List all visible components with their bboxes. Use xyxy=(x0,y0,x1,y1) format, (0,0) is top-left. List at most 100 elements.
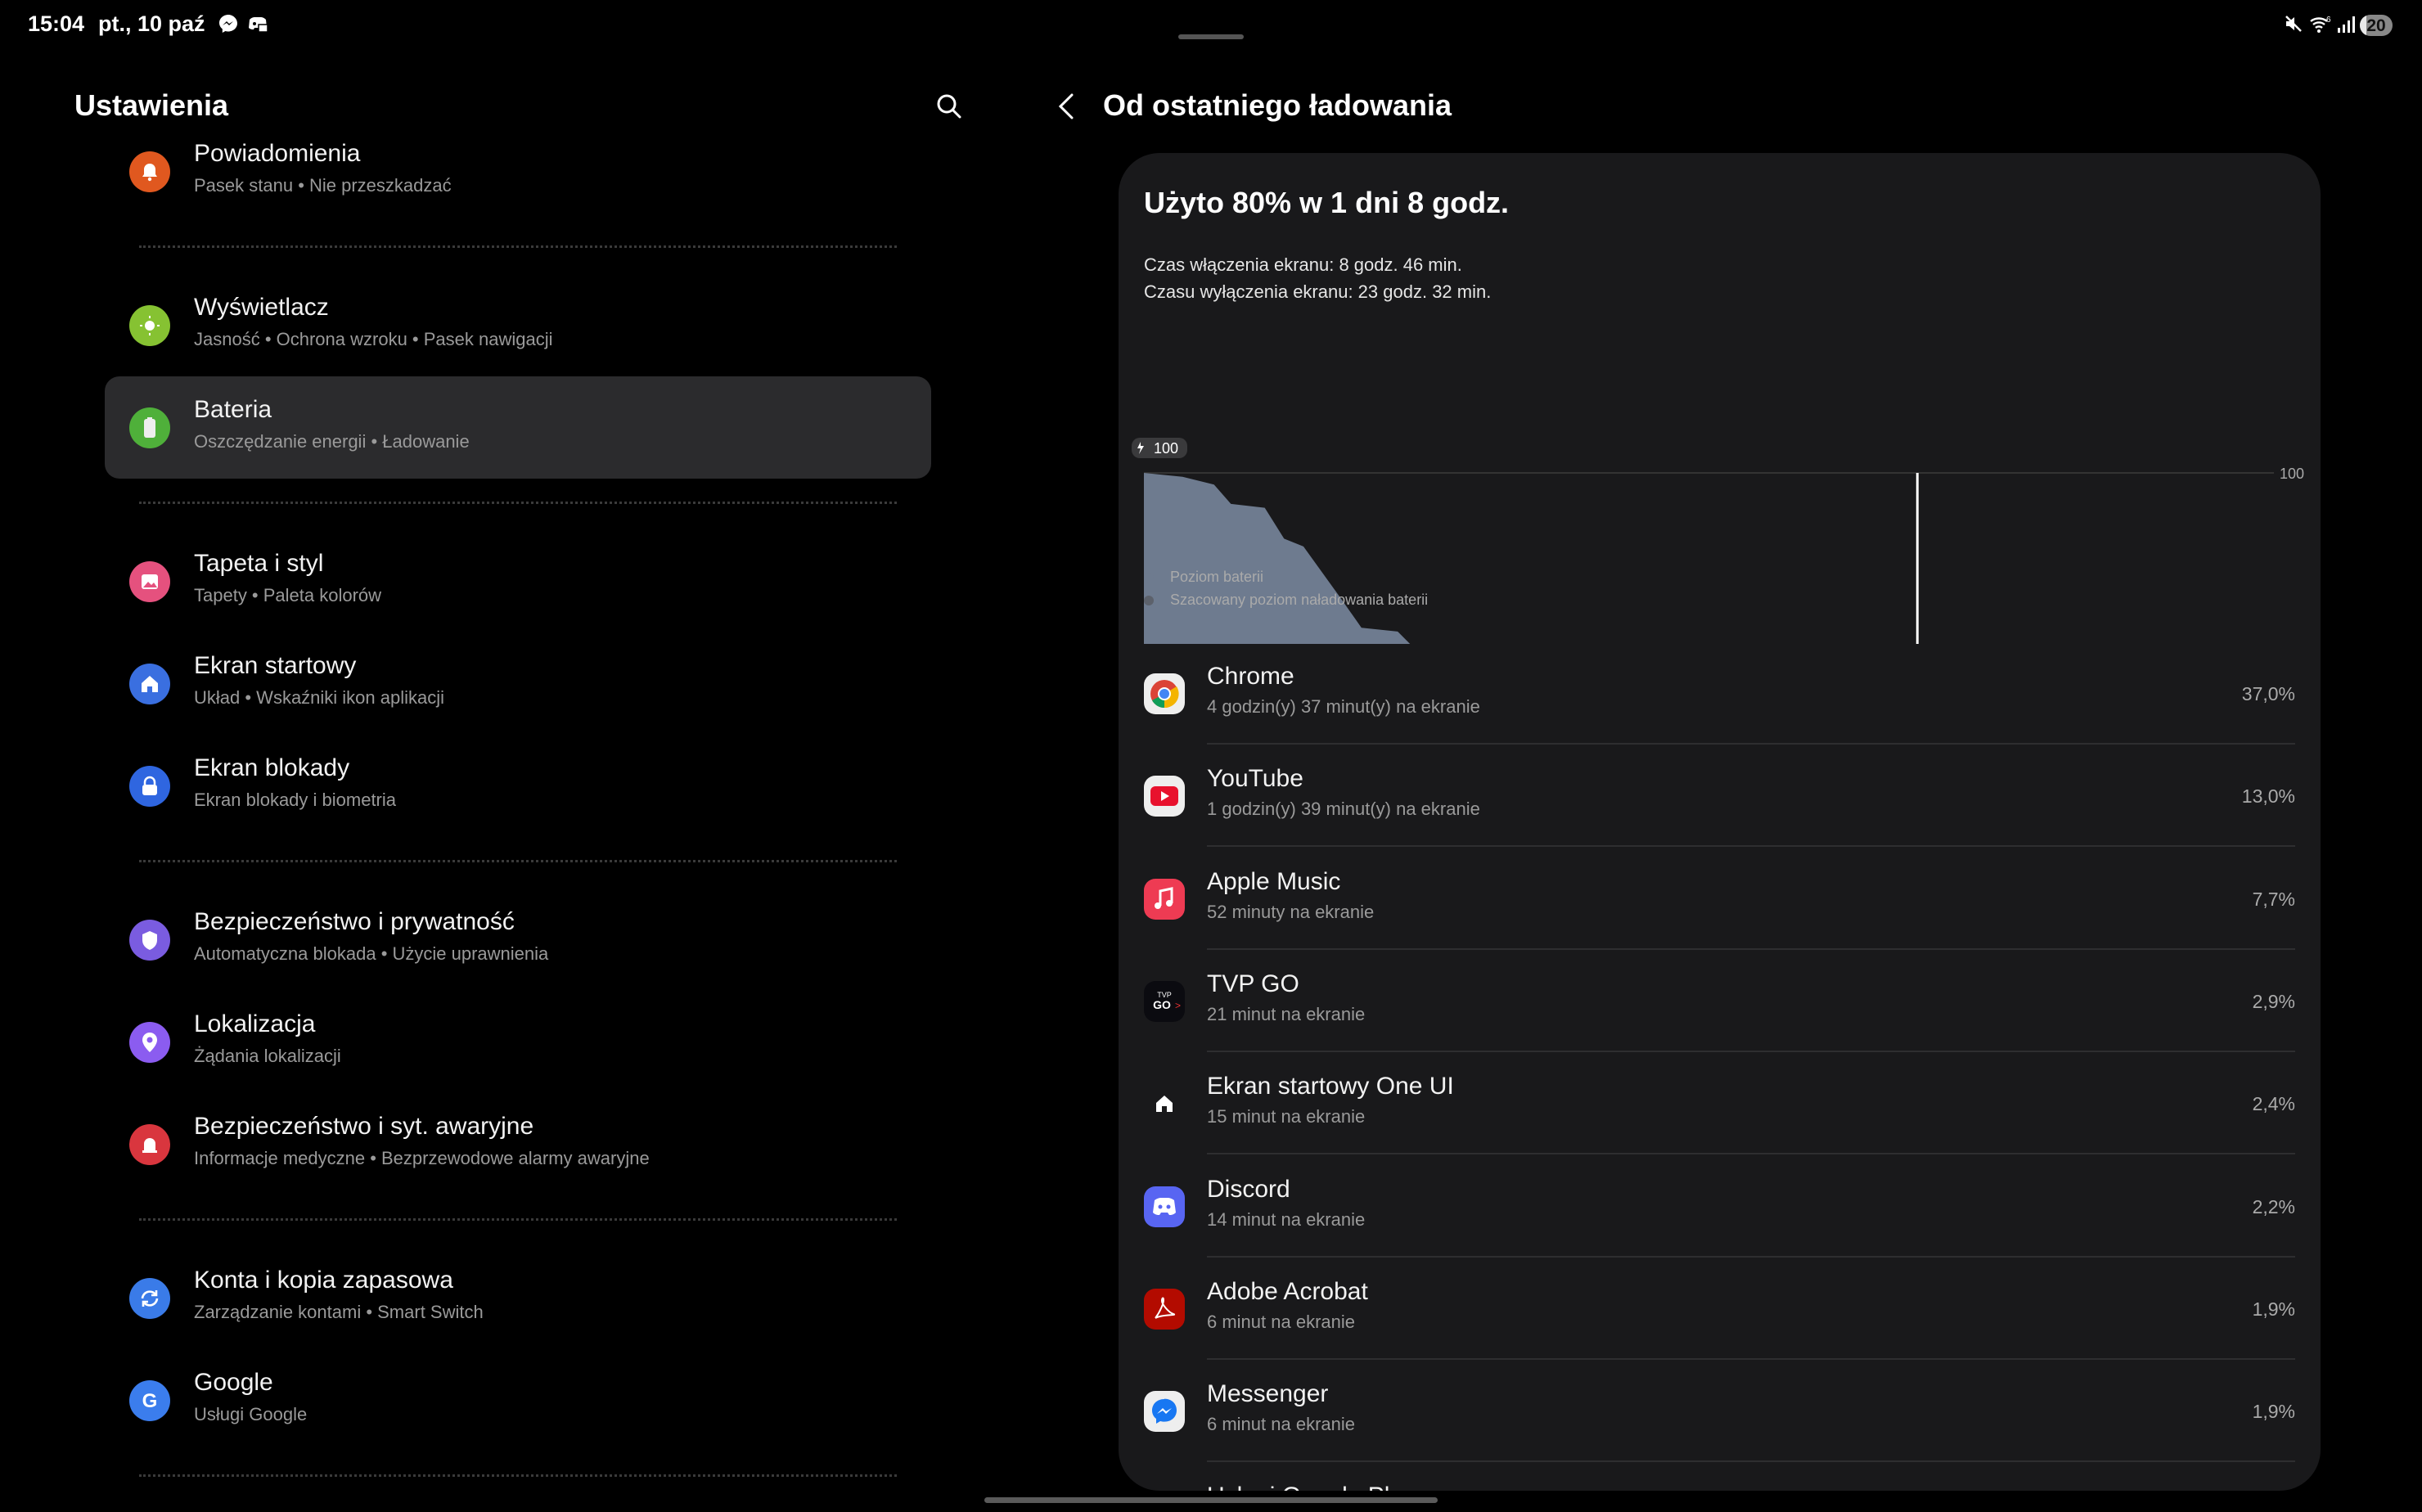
legend-label: Poziom baterii xyxy=(1170,569,1264,585)
discord-icon xyxy=(249,17,268,33)
app-usage-row[interactable]: TVP GO > TVP GO 21 minut na ekranie 2,9% xyxy=(1119,950,2321,1052)
pin-icon xyxy=(129,1022,170,1063)
group-divider xyxy=(105,479,931,530)
app-usage-row[interactable]: Apple Music 52 minuty na ekranie 7,7% xyxy=(1119,848,2321,950)
svg-text:G: G xyxy=(142,1390,158,1412)
mute-icon xyxy=(2285,16,2302,32)
settings-item-title: Google xyxy=(194,1369,273,1396)
settings-item-lock[interactable]: Ekran blokady Ekran blokady i biometria xyxy=(105,735,931,837)
app-screen-time: 6 minut na ekranie xyxy=(1207,1311,1355,1332)
settings-list[interactable]: Powiadomienia Pasek stanu • Nie przeszka… xyxy=(105,143,931,1512)
app-name: Chrome xyxy=(1207,663,1294,690)
group-divider xyxy=(105,223,931,274)
app-usage-row[interactable]: Chrome 4 godzin(y) 37 minut(y) na ekrani… xyxy=(1119,642,2321,745)
discord-icon xyxy=(1144,1186,1185,1227)
legend-battery-level: Poziom baterii xyxy=(1144,569,1263,586)
row-divider xyxy=(1207,1255,2295,1258)
battery-icon xyxy=(129,407,170,448)
battery-percent: 20 xyxy=(2366,16,2386,35)
screen-on-time: Czas włączenia ekranu: 8 godz. 46 min. xyxy=(1144,254,1462,275)
app-battery-percent: 2,2% xyxy=(2252,1195,2295,1217)
app-usage-row[interactable]: Usługi Google Play xyxy=(1119,1462,2321,1491)
app-battery-percent: 1,9% xyxy=(2252,1298,2295,1320)
bell-icon xyxy=(129,151,170,192)
search-icon[interactable] xyxy=(933,90,966,123)
page-title: Od ostatniego ładowania xyxy=(1103,88,1452,122)
start-charge-badge xyxy=(1132,438,1187,458)
settings-item-sun[interactable]: Wyświetlacz Jasność • Ochrona wzroku • P… xyxy=(105,274,931,376)
settings-item-bell[interactable]: Powiadomienia Pasek stanu • Nie przeszka… xyxy=(105,143,931,223)
app-name: Ekran startowy One UI xyxy=(1207,1073,1454,1100)
svg-text:>: > xyxy=(1175,1000,1181,1011)
app-name: Discord xyxy=(1207,1175,1290,1203)
row-divider xyxy=(1207,743,2295,745)
settings-item-title: Powiadomienia xyxy=(194,143,361,167)
settings-item-title: Bezpieczeństwo i prywatność xyxy=(194,908,515,935)
settings-item-google[interactable]: G Google Usługi Google xyxy=(105,1349,931,1451)
sun-icon xyxy=(129,305,170,346)
app-usage-row[interactable]: Adobe Acrobat 6 minut na ekranie 1,9% xyxy=(1119,1258,2321,1360)
settings-item-home[interactable]: Ekran startowy Układ • Wskaźniki ikon ap… xyxy=(105,632,931,735)
svg-text:TVP: TVP xyxy=(1157,991,1172,999)
group-divider xyxy=(105,837,931,889)
settings-item-image[interactable]: Tapeta i styl Tapety • Paleta kolorów xyxy=(105,530,931,632)
messenger-icon xyxy=(219,15,237,33)
row-divider xyxy=(1207,1460,2295,1463)
legend-estimated-level: Szacowany poziom naładowania baterii xyxy=(1144,592,1428,609)
app-battery-percent: 1,9% xyxy=(2252,1401,2295,1423)
settings-item-title: Tapeta i styl xyxy=(194,550,324,577)
app-name: Adobe Acrobat xyxy=(1207,1277,1368,1305)
status-time: 15:04 xyxy=(28,11,85,36)
row-divider xyxy=(1207,947,2295,950)
usage-summary: Użyto 80% w 1 dni 8 godz. xyxy=(1144,186,1510,219)
screen-off-time: Czasu wyłączenia ekranu: 23 godz. 32 min… xyxy=(1144,281,1492,302)
settings-item-subtitle: Informacje medyczne • Bezprzewodowe alar… xyxy=(194,1148,650,1168)
google-icon: G xyxy=(129,1380,170,1421)
navigation-bar[interactable] xyxy=(984,1497,1438,1503)
youtube-icon xyxy=(1144,776,1185,817)
app-usage-row[interactable]: Discord 14 minut na ekranie 2,2% xyxy=(1119,1155,2321,1258)
alert-icon xyxy=(129,1124,170,1165)
chevron-left-icon[interactable] xyxy=(1051,88,1083,124)
image-icon xyxy=(129,561,170,602)
wifi-6-icon: 6 xyxy=(2310,16,2331,33)
settings-item-pin[interactable]: Lokalizacja Żądania lokalizacji xyxy=(105,991,931,1093)
battery-level-area xyxy=(1144,473,1411,644)
app-usage-row[interactable]: Ekran startowy One UI 15 minut na ekrani… xyxy=(1119,1052,2321,1155)
app-battery-percent: 37,0% xyxy=(2241,683,2295,704)
legend-dot xyxy=(1144,572,1154,583)
svg-text:GO: GO xyxy=(1153,998,1171,1011)
settings-item-alert[interactable]: Bezpieczeństwo i syt. awaryjne Informacj… xyxy=(105,1093,931,1195)
drag-handle[interactable] xyxy=(1178,34,1244,39)
battery-indicator: 20 xyxy=(2360,15,2393,36)
row-divider xyxy=(1207,1357,2295,1360)
battery-fill xyxy=(2360,15,2366,36)
settings-item-subtitle: Żądania lokalizacji xyxy=(194,1046,341,1066)
app-battery-percent: 13,0% xyxy=(2241,785,2295,808)
chrome-icon xyxy=(1144,673,1185,714)
settings-item-title: Bezpieczeństwo i syt. awaryjne xyxy=(194,1113,534,1140)
settings-item-subtitle: Usługi Google xyxy=(194,1404,308,1424)
settings-item-battery[interactable]: Bateria Oszczędzanie energii • Ładowanie xyxy=(105,376,931,479)
legend-label: Szacowany poziom naładowania baterii xyxy=(1170,592,1429,608)
settings-item-subtitle: Układ • Wskaźniki ikon aplikacji xyxy=(194,687,445,708)
app-screen-time: 15 minut na ekranie xyxy=(1207,1106,1366,1127)
app-name: Usługi Google Play xyxy=(1207,1483,1416,1491)
row-divider xyxy=(1207,1050,2295,1052)
settings-item-subtitle: Tapety • Paleta kolorów xyxy=(194,585,382,605)
app-battery-percent: 2,9% xyxy=(2252,990,2295,1012)
app-screen-time: 1 godzin(y) 39 minut(y) na ekranie xyxy=(1207,799,1480,820)
app-usage-row[interactable]: Messenger 6 minut na ekranie 1,9% xyxy=(1119,1360,2321,1463)
settings-item-title: Ekran startowy xyxy=(194,652,357,679)
settings-item-subtitle: Automatyczna blokada • Użycie uprawnieni… xyxy=(194,943,549,964)
app-usage-row[interactable]: YouTube 1 godzin(y) 39 minut(y) na ekran… xyxy=(1119,745,2321,848)
app-screen-time: 4 godzin(y) 37 minut(y) na ekranie xyxy=(1207,696,1480,717)
settings-item-shield[interactable]: Bezpieczeństwo i prywatność Automatyczna… xyxy=(105,889,931,991)
app-screen-time: 21 minut na ekranie xyxy=(1207,1003,1366,1024)
settings-title: Ustawienia xyxy=(74,88,229,122)
messenger-icon xyxy=(1144,1391,1185,1433)
app-name: TVP GO xyxy=(1207,970,1299,997)
music-icon xyxy=(1144,878,1185,920)
svg-text:6: 6 xyxy=(2326,16,2331,25)
settings-item-sync[interactable]: Konta i kopia zapasowa Zarządzanie konta… xyxy=(105,1247,931,1349)
